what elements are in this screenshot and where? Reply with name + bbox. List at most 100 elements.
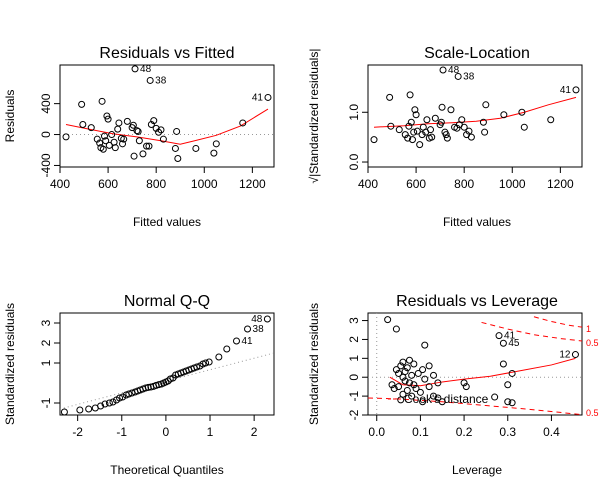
data-point xyxy=(439,66,447,74)
data-point xyxy=(212,140,220,148)
point-label: 41 xyxy=(560,85,572,96)
x-axis-label: Fitted values xyxy=(133,215,201,229)
point-label: 48 xyxy=(448,65,460,76)
data-point xyxy=(119,140,127,148)
data-point xyxy=(413,127,421,135)
data-point xyxy=(101,400,109,408)
data-point xyxy=(133,127,141,135)
plot-area xyxy=(60,315,274,415)
data-point xyxy=(390,385,398,393)
smoother-line xyxy=(65,108,269,145)
data-point xyxy=(453,124,461,132)
plot-frame xyxy=(59,64,275,168)
y-tick-label: 1 xyxy=(347,355,361,362)
data-point xyxy=(401,368,409,376)
x-tick-label: 800 xyxy=(454,177,474,191)
data-point xyxy=(116,394,124,402)
data-point xyxy=(504,398,512,406)
smoother-line xyxy=(373,96,577,128)
point-label: 38 xyxy=(155,75,167,86)
x-tick-label: 400 xyxy=(50,177,70,191)
data-point xyxy=(119,393,127,401)
data-point xyxy=(454,72,462,80)
data-point xyxy=(438,398,446,406)
y-tick-label: -2 xyxy=(347,409,361,420)
x-tick-label: 600 xyxy=(98,177,118,191)
data-point xyxy=(431,114,439,122)
data-point xyxy=(395,383,403,391)
x-tick-label: 0.2 xyxy=(456,425,473,439)
data-point xyxy=(410,128,418,136)
data-point xyxy=(145,142,153,150)
data-point xyxy=(123,117,131,125)
data-point xyxy=(93,135,101,143)
data-point xyxy=(499,360,507,368)
data-point xyxy=(427,126,435,134)
x-tick-label: 0.0 xyxy=(368,425,385,439)
data-point xyxy=(434,394,442,402)
cooks-legend-label: Cook's distance xyxy=(404,392,489,406)
data-point xyxy=(384,316,392,324)
data-point xyxy=(482,101,490,109)
y-tick-label: 2 xyxy=(39,339,53,346)
data-point xyxy=(146,76,154,84)
data-point xyxy=(210,149,218,157)
plot-frame xyxy=(59,312,275,416)
data-point xyxy=(458,116,466,124)
data-point xyxy=(405,356,413,364)
data-point xyxy=(104,115,112,123)
data-point xyxy=(405,379,413,387)
data-point xyxy=(142,384,150,392)
data-point xyxy=(416,141,424,149)
plot-area xyxy=(60,65,274,162)
data-point xyxy=(407,118,415,126)
y-tick-label: -1 xyxy=(347,390,361,401)
data-point xyxy=(105,399,113,407)
plot-frame xyxy=(367,312,583,416)
data-point xyxy=(192,144,200,152)
data-point xyxy=(157,126,165,134)
plot-title: Scale-Location xyxy=(424,45,530,62)
data-point xyxy=(447,106,455,114)
smoother-line xyxy=(389,357,576,387)
data-point xyxy=(244,325,252,333)
y-tick-label: 2 xyxy=(347,336,361,343)
data-point xyxy=(102,137,110,145)
data-point xyxy=(171,144,179,152)
y-tick-label: 3 xyxy=(347,317,361,324)
x-tick-label: 1200 xyxy=(547,177,574,191)
data-point xyxy=(499,339,507,347)
y-tick-label: 1.0 xyxy=(347,104,361,121)
cooks-contour-upper-1 xyxy=(533,316,582,328)
x-axis-label: Theoretical Quantiles xyxy=(110,463,223,477)
data-point xyxy=(518,108,526,116)
data-point xyxy=(62,133,70,141)
data-point xyxy=(387,122,395,130)
x-tick-label: 0.1 xyxy=(412,425,429,439)
data-point xyxy=(425,362,433,370)
data-point xyxy=(125,390,133,398)
y-tick-label: 0 xyxy=(39,131,53,138)
x-tick-label: 1200 xyxy=(239,177,266,191)
data-point xyxy=(150,117,158,125)
data-point xyxy=(263,315,271,323)
data-point xyxy=(399,358,407,366)
plot-title: Normal Q-Q xyxy=(124,293,210,310)
point-label: 45 xyxy=(508,338,520,349)
data-point xyxy=(78,100,86,108)
data-point xyxy=(155,381,163,389)
plot-title: Residuals vs Leverage xyxy=(396,293,558,310)
data-point xyxy=(408,392,416,400)
data-point xyxy=(239,119,247,127)
x-tick-label: 800 xyxy=(146,177,166,191)
data-point xyxy=(60,408,68,415)
data-point xyxy=(103,112,111,120)
data-point xyxy=(155,128,163,136)
point-label: 38 xyxy=(253,324,265,335)
data-point xyxy=(479,118,487,126)
data-point xyxy=(460,379,468,387)
data-point xyxy=(411,106,419,114)
panel-normal-qq: Normal Q-Q Theoretical Quantiles Standar… xyxy=(3,293,275,477)
data-point xyxy=(520,123,528,131)
x-tick-label: 1000 xyxy=(499,177,526,191)
